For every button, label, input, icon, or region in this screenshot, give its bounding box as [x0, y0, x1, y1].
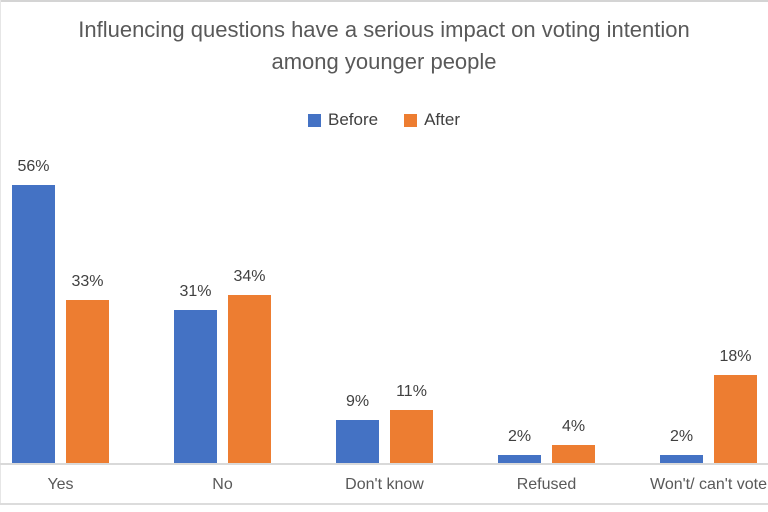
- legend-item-before: Before: [308, 110, 378, 130]
- bar-before-3: [498, 455, 541, 465]
- bar-value-label: 31%: [179, 283, 212, 300]
- chart-title: Influencing questions have a serious imp…: [78, 17, 690, 74]
- bar-value-label: 11%: [396, 383, 427, 400]
- bar-value-label: 33%: [71, 273, 104, 290]
- x-axis-label-0: Yes: [47, 476, 74, 493]
- bar-after-4: [714, 375, 757, 465]
- x-axis-label-3: Refused: [516, 476, 577, 493]
- bar-after-0: [66, 300, 109, 465]
- bar-before-4: [660, 455, 703, 465]
- x-axis-label-2: Don't know: [345, 476, 424, 493]
- bar-after-3: [552, 445, 595, 465]
- bar-value-label: 2%: [669, 428, 694, 445]
- legend-label: Before: [328, 110, 379, 129]
- bar-after-1: [228, 295, 271, 465]
- x-axis-label-4: Won't/ can't vote: [650, 476, 767, 493]
- bar-value-label: 34%: [233, 268, 266, 285]
- legend-swatch-icon: [404, 113, 418, 127]
- bar-after-2: [390, 410, 433, 465]
- bar-before-1: [174, 310, 217, 465]
- legend-label: After: [424, 110, 460, 129]
- x-axis-line: [0, 463, 768, 465]
- window-top-edge: [0, 0, 768, 2]
- legend-swatch-icon: [308, 113, 321, 127]
- window-left-edge: [0, 0, 1, 504]
- chart-legend: Before After: [0, 110, 768, 130]
- bar-value-label: 2%: [507, 428, 532, 445]
- bar-value-label: 56%: [17, 158, 50, 175]
- bar-before-2: [336, 420, 379, 465]
- chart-bottom-border: [0, 503, 768, 505]
- bar-value-label: 9%: [345, 393, 370, 410]
- bar-before-0: [12, 185, 55, 465]
- bar-value-label: 4%: [561, 418, 586, 435]
- x-axis-label-1: No: [212, 476, 233, 493]
- bar-value-label: 18%: [719, 348, 752, 365]
- legend-item-after: After: [404, 110, 460, 130]
